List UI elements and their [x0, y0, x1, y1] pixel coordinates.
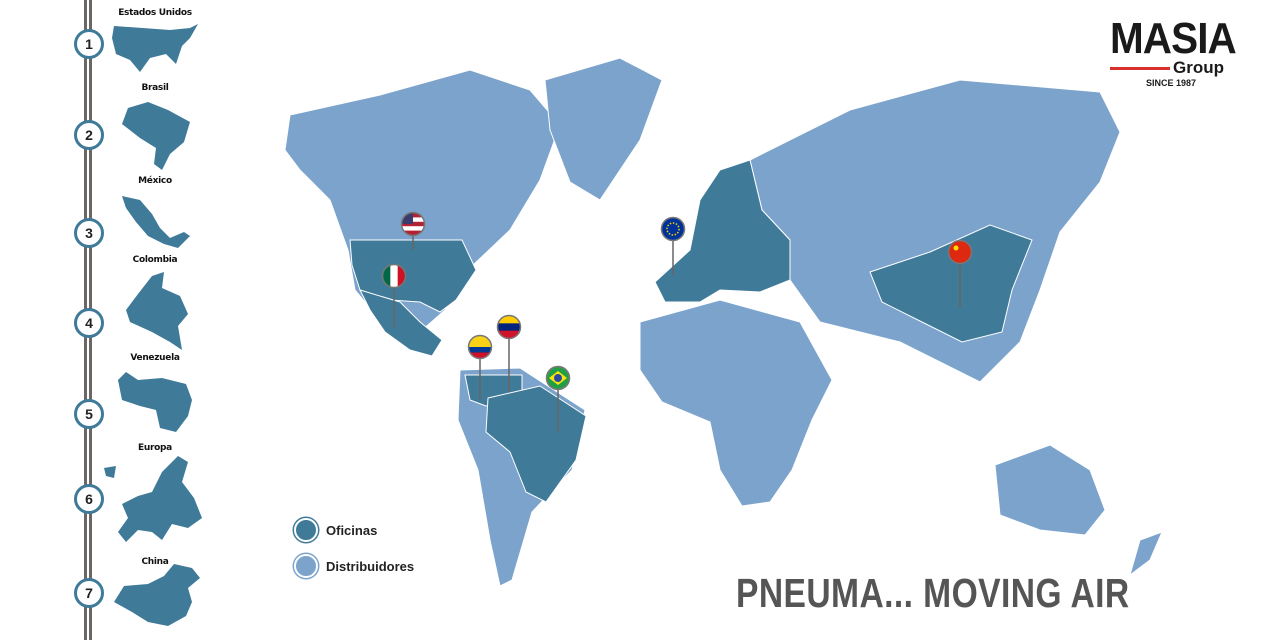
brazil-region	[485, 385, 587, 503]
venezuela-flag-pin	[496, 314, 522, 392]
usa-silhouette	[112, 24, 198, 72]
mexico-flag-icon	[383, 265, 405, 287]
step-badge: 4	[74, 308, 104, 338]
country-label: Estados Unidos	[118, 8, 192, 18]
step-badge: 6	[74, 484, 104, 514]
brazil-silhouette	[122, 102, 190, 170]
colombia-flag-icon	[469, 336, 491, 358]
legend-offices: Oficinas	[294, 518, 377, 542]
country-label: Venezuela	[130, 353, 180, 363]
brazil-flag-pin	[545, 365, 571, 432]
usa-flag-pin	[400, 211, 426, 250]
country-label: Brasil	[141, 83, 169, 93]
slogan: PNEUMA... MOVING AIR	[736, 570, 1130, 616]
logo-sub: Group	[1173, 58, 1224, 77]
country-label: China	[141, 557, 169, 567]
country-label: México	[138, 176, 172, 186]
country-label: Europa	[138, 443, 172, 453]
step-badge: 3	[74, 218, 104, 248]
china-flag-pin	[947, 239, 973, 308]
masia-logo: MASIA Group SINCE 1987	[1110, 14, 1245, 88]
eu-flag-icon	[662, 218, 684, 240]
venezuela-flag-icon	[498, 316, 520, 338]
colombia-silhouette	[126, 272, 188, 350]
step-badge: 7	[74, 578, 104, 608]
usa-flag-icon	[402, 213, 424, 235]
step-badge: 5	[74, 399, 104, 429]
china-region	[869, 224, 1033, 343]
mexico-silhouette	[122, 196, 190, 248]
logo-name: MASIA	[1110, 14, 1237, 63]
europe-region	[654, 159, 791, 303]
logo-since: SINCE 1987	[1146, 78, 1197, 88]
usa-region	[349, 239, 477, 313]
china-flag-icon	[949, 241, 971, 263]
mexico-flag-pin	[381, 263, 407, 328]
legend-label: Distribuidores	[326, 558, 415, 574]
europe-silhouette	[104, 456, 202, 542]
australia	[994, 444, 1106, 536]
africa	[639, 299, 833, 507]
eu-flag-pin	[660, 216, 686, 275]
colombia-flag-pin	[467, 334, 493, 400]
brazil-flag-icon	[547, 367, 569, 389]
mexico-region	[359, 289, 443, 357]
legend-distributors: Distribuidores	[294, 554, 414, 578]
country-label: Colombia	[132, 255, 178, 265]
distributors-swatch	[294, 554, 318, 578]
step-badge: 1	[74, 29, 104, 59]
china-silhouette	[114, 564, 200, 626]
offices-swatch	[294, 518, 318, 542]
venezuela-silhouette	[118, 372, 192, 432]
north-america	[284, 69, 561, 343]
step-badge: 2	[74, 120, 104, 150]
legend-label: Oficinas	[326, 522, 378, 538]
greenland	[544, 57, 663, 201]
logo-red-bar	[1110, 66, 1170, 70]
new-zealand	[1129, 531, 1163, 577]
